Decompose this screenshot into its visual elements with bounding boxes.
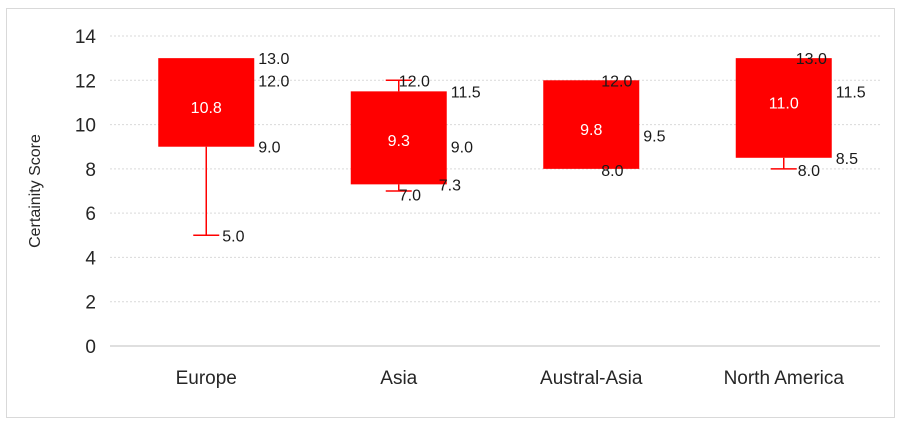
data-label: 7.0 bbox=[399, 187, 421, 204]
y-axis-label: Certainity Score bbox=[27, 134, 44, 248]
data-label: 12.0 bbox=[399, 73, 430, 90]
data-label: 9.0 bbox=[451, 140, 473, 157]
data-label: 8.0 bbox=[798, 163, 820, 180]
y-tick-label: 4 bbox=[85, 248, 96, 269]
y-tick-label: 2 bbox=[85, 293, 96, 314]
data-label: 5.0 bbox=[222, 228, 244, 245]
data-label: 11.5 bbox=[836, 84, 866, 101]
data-label: 7.3 bbox=[439, 177, 461, 194]
y-tick-label: 14 bbox=[75, 27, 97, 48]
data-label: 9.0 bbox=[258, 140, 280, 157]
y-tick-label: 0 bbox=[85, 337, 96, 358]
x-tick-label: Austral-Asia bbox=[540, 368, 643, 389]
data-label: 12.0 bbox=[601, 73, 632, 90]
data-label: 8.5 bbox=[836, 151, 858, 168]
data-label: 11.5 bbox=[451, 84, 481, 101]
median-label: 10.8 bbox=[191, 100, 222, 117]
median-label: 9.3 bbox=[388, 133, 410, 150]
median-label: 9.8 bbox=[580, 122, 602, 139]
y-tick-label: 8 bbox=[85, 160, 96, 181]
x-tick-label: Asia bbox=[380, 368, 417, 389]
data-label: 13.0 bbox=[796, 51, 827, 68]
data-label: 8.0 bbox=[601, 163, 623, 180]
data-label: 13.0 bbox=[258, 51, 289, 68]
box-4 bbox=[735, 58, 832, 158]
data-label: 9.5 bbox=[643, 129, 665, 146]
data-label: 12.0 bbox=[258, 73, 289, 90]
y-tick-label: 12 bbox=[75, 71, 96, 92]
y-tick-label: 6 bbox=[85, 204, 96, 225]
box-2 bbox=[350, 91, 447, 185]
box-3 bbox=[543, 80, 640, 169]
y-tick-label: 10 bbox=[75, 116, 96, 137]
x-tick-label: Europe bbox=[176, 368, 237, 389]
x-tick-label: North America bbox=[724, 368, 845, 389]
box-1 bbox=[158, 58, 255, 147]
median-label: 11.0 bbox=[769, 95, 799, 112]
